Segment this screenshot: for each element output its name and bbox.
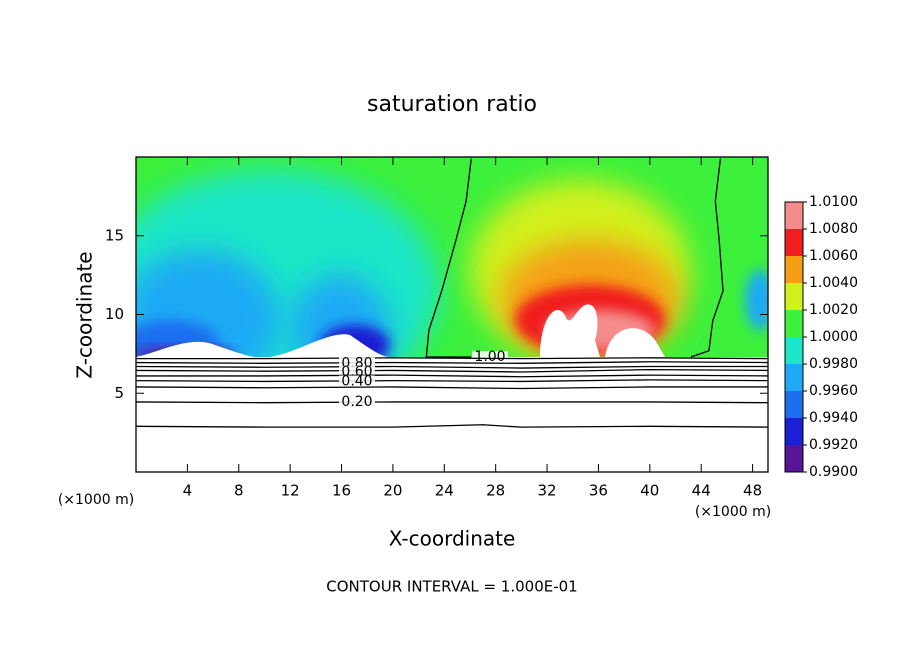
contour-label: 1.00 [474, 349, 505, 365]
x-tick-label: 20 [383, 482, 402, 500]
footer-note: CONTOUR INTERVAL = 1.000E-01 [326, 578, 577, 596]
contour-line [690, 158, 724, 358]
colorbar-swatch [785, 229, 803, 256]
contour-line [135, 424, 769, 428]
x-tick-label: 24 [435, 482, 454, 500]
x-axis-label: X-coordinate [389, 527, 516, 551]
x-tick-label: 8 [234, 482, 244, 500]
colorbar-label: 1.0100 [809, 194, 858, 210]
x-tick-label: 4 [183, 482, 193, 500]
colorbar-label: 0.9940 [809, 410, 858, 426]
x-unit-label: (×1000 m) [695, 504, 771, 520]
x-tick-label: 40 [640, 482, 659, 500]
contour-line [136, 357, 769, 360]
field-region [136, 341, 256, 357]
colorbar-swatch [785, 391, 803, 418]
colorbar-swatch [785, 256, 803, 283]
contour-label-bg [339, 395, 375, 408]
colorbar-swatch [785, 337, 803, 364]
colorbar-swatch [785, 310, 803, 337]
ground [136, 357, 768, 472]
colorbar-label: 1.0040 [809, 275, 858, 291]
contour-line [135, 386, 768, 390]
contour-label: 0.40 [341, 373, 372, 389]
contour-label-bg [339, 375, 375, 388]
contour-line [135, 379, 769, 383]
colorbar-label: 0.9960 [809, 383, 858, 399]
colorbar-label: 1.0060 [809, 248, 858, 264]
colorbar-swatch [785, 445, 803, 472]
contour-line [425, 158, 472, 358]
colorbar-swatch [785, 364, 803, 391]
colorbar-label: 0.9980 [809, 356, 858, 372]
field [136, 157, 768, 357]
x-tick-label: 12 [281, 482, 300, 500]
field-region [540, 304, 600, 357]
field-region [605, 328, 665, 357]
contour-line [135, 365, 768, 369]
colorbar-label: 1.0000 [809, 329, 858, 345]
x-tick-label: 48 [743, 482, 762, 500]
contour-label-bg [472, 351, 508, 364]
contour-line [135, 361, 769, 364]
x-tick-label: 44 [692, 482, 711, 500]
colorbar-label: 1.0080 [809, 221, 858, 237]
contour-label: 0.20 [341, 394, 372, 410]
contour-line [135, 368, 769, 373]
x-tick-label: 36 [589, 482, 608, 500]
x-unit-label: (×1000 m) [58, 492, 134, 508]
colorbar-swatch [785, 283, 803, 310]
colorbar-label: 0.9920 [809, 437, 858, 453]
x-tick-label: 16 [332, 482, 351, 500]
field-region [270, 334, 390, 357]
colorbar-swatch [785, 418, 803, 445]
y-tick-label: 5 [114, 384, 124, 402]
colorbar-swatch [785, 202, 803, 229]
x-tick-label: 32 [538, 482, 557, 500]
y-tick-label: 10 [105, 305, 124, 323]
chart-title: saturation ratio [367, 92, 537, 117]
colorbar-label: 0.9900 [809, 464, 858, 480]
contour-line [135, 401, 769, 404]
y-tick-label: 15 [105, 226, 124, 244]
x-tick-label: 28 [486, 482, 505, 500]
layer: 1.000.800.600.400.204 8 12 16 20 24 28 32 36 40 44… [105, 156, 858, 500]
colorbar-label: 1.0020 [809, 302, 858, 318]
contour-line [136, 374, 769, 378]
y-axis-label: Z-coordinate [73, 251, 97, 378]
